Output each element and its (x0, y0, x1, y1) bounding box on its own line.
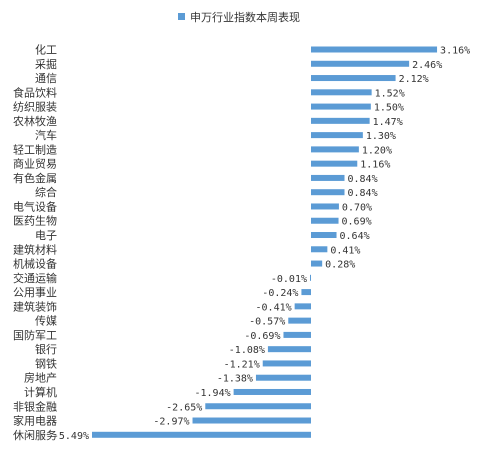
category-label: 公用事业 (13, 286, 57, 299)
data-label: -0.01% (271, 274, 307, 285)
bar (311, 117, 370, 124)
bar (310, 274, 311, 281)
bar (192, 417, 311, 424)
bars (92, 46, 438, 438)
data-label: -1.38% (217, 374, 253, 385)
data-label: -2.97% (153, 417, 189, 428)
bar (92, 431, 311, 438)
category-label: 家用电器 (13, 414, 57, 428)
category-label: 建筑材料 (13, 242, 57, 256)
category-label: 通信 (35, 72, 57, 85)
category-label: 国防军工 (13, 328, 57, 342)
data-label: -2.65% (166, 402, 202, 413)
bar (311, 160, 358, 167)
bar (311, 203, 339, 210)
category-label: 综合 (35, 185, 57, 199)
category-label: 电气设备 (13, 199, 57, 213)
data-label: 0.84% (348, 174, 378, 185)
legend-label: 申万行业指数本周表现 (190, 10, 300, 24)
bar (311, 146, 359, 153)
data-label: 2.12% (399, 74, 429, 85)
legend-swatch (178, 13, 185, 20)
category-label: 医药生物 (13, 214, 57, 228)
category-label: 食品饮料 (13, 85, 57, 99)
category-label: 商业贸易 (13, 157, 57, 171)
data-label: 1.20% (362, 145, 392, 156)
legend: 申万行业指数本周表现 (178, 10, 300, 24)
data-label: 1.16% (360, 160, 390, 171)
bar (288, 317, 311, 324)
category-label: 非银金融 (13, 399, 57, 413)
data-label: 1.50% (374, 103, 404, 114)
category-label: 有色金属 (13, 171, 57, 185)
data-label: -0.41% (256, 302, 292, 313)
data-label: 3.16% (440, 46, 470, 57)
bar (301, 289, 311, 296)
category-label: 钢铁 (35, 357, 57, 370)
bar (311, 103, 371, 110)
data-label: 1.52% (375, 88, 405, 99)
bar (233, 388, 311, 395)
bar (311, 232, 337, 239)
data-label: 0.69% (342, 217, 372, 228)
category-labels: 化工采掘通信食品饮料纺织服装农林牧渔汽车轻工制造商业贸易有色金属综合电气设备医药… (13, 43, 57, 442)
data-label: 0.84% (348, 188, 378, 199)
data-label: -5.49% (53, 431, 89, 442)
bar (311, 217, 339, 224)
category-label: 房地产 (24, 371, 57, 385)
category-label: 交通运输 (13, 271, 57, 285)
data-label: 0.64% (340, 231, 370, 242)
data-label: -0.69% (244, 331, 280, 342)
category-label: 建筑装饰 (13, 299, 57, 313)
category-label: 传媒 (35, 315, 57, 328)
bar (294, 303, 311, 310)
bar (311, 60, 410, 67)
bar (262, 360, 311, 367)
bar (311, 189, 345, 196)
bar (311, 75, 396, 82)
data-label: -1.94% (194, 388, 230, 399)
bar (267, 346, 311, 353)
bar (311, 246, 328, 253)
category-label: 休闲服务 (13, 428, 57, 442)
bar (311, 46, 438, 53)
data-label: 0.28% (325, 260, 355, 271)
category-label: 银行 (35, 342, 57, 356)
bar (255, 374, 311, 381)
bar (311, 174, 345, 181)
data-label: 1.47% (373, 117, 403, 128)
value-labels: 3.16% 2.46% 2.12% 1.52% 1.50% 1.47% 1.30% 1.20%… (53, 46, 470, 442)
data-label: -1.08% (229, 345, 265, 356)
category-label: 农林牧渔 (13, 114, 57, 128)
category-label: 汽车 (35, 128, 57, 142)
bar (205, 403, 311, 410)
data-label: 1.30% (366, 131, 396, 142)
category-label: 采掘 (35, 57, 57, 71)
category-label: 电子 (35, 229, 57, 242)
data-label: -1.21% (224, 359, 260, 370)
data-label: 0.70% (342, 202, 372, 213)
category-label: 计算机 (24, 385, 57, 399)
data-label: -0.24% (262, 288, 298, 299)
data-label: -0.57% (249, 317, 285, 328)
bar (311, 260, 323, 267)
bar (311, 132, 363, 139)
data-label: 2.46% (412, 60, 442, 71)
bar (283, 331, 311, 338)
data-label: 0.41% (330, 245, 360, 256)
category-label: 纺织服装 (13, 100, 57, 114)
category-label: 机械设备 (13, 257, 57, 271)
category-label: 轻工制造 (13, 142, 57, 156)
bar (311, 89, 372, 96)
category-label: 化工 (35, 43, 57, 57)
